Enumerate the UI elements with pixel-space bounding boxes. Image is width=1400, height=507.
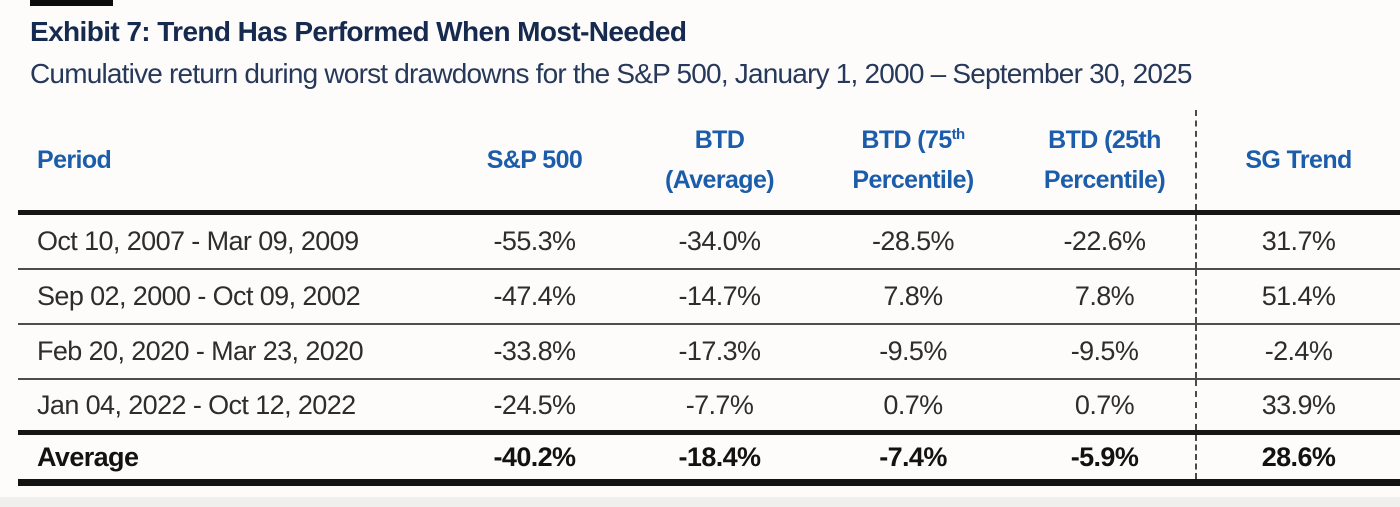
cell-btd-75th: -9.5% <box>879 336 947 366</box>
header-cell-btd-25th: BTD (25th Percentile) <box>1014 110 1195 210</box>
superscript-th: th <box>951 126 966 143</box>
cell-average-sg-trend: 28.6% <box>1195 435 1400 479</box>
cell-btd-25th: 7.8% <box>1074 281 1135 311</box>
header-cell-btd-75th: BTD (75th Percentile) <box>812 110 1014 210</box>
page-edge-mark <box>30 0 113 6</box>
cell-btd-25th: 0.7% <box>1074 389 1135 420</box>
header-btd-25th-line2: Percentile) <box>1043 166 1166 194</box>
cell-btd-25th: -22.6% <box>1063 226 1147 256</box>
table-row: Sep 02, 2000 - Oct 09, 2002 -47.4% -14.7… <box>18 270 1400 325</box>
exhibit-subtitle: Cumulative return during worst drawdowns… <box>30 58 1192 89</box>
table-average-row: Average -40.2% -18.4% -7.4% -5.9% 28.6% <box>18 435 1400 486</box>
cell-period: Jan 04, 2022 - Oct 12, 2022 <box>37 389 356 420</box>
cell-sp500: -33.8% <box>493 336 577 366</box>
header-cell-sg-trend: SG Trend <box>1195 110 1400 210</box>
cell-period: Feb 20, 2020 - Mar 23, 2020 <box>37 336 364 366</box>
cell-btd-75th: 7.8% <box>883 281 943 311</box>
cell-average-sp500: -40.2% <box>493 441 577 472</box>
cell-average-label: Average <box>37 441 139 472</box>
table-row: Jan 04, 2022 - Oct 12, 2022 -24.5% -7.7%… <box>18 380 1400 435</box>
exhibit-title: Exhibit 7: Trend Has Performed When Most… <box>30 16 687 47</box>
header-btd-average-line1: BTD <box>694 126 745 154</box>
cell-btd-25th: -9.5% <box>1070 336 1139 366</box>
cell-sg-trend: 51.4% <box>1195 270 1400 323</box>
cell-sg-trend: 33.9% <box>1195 380 1400 430</box>
table-row: Feb 20, 2020 - Mar 23, 2020 -33.8% -17.3… <box>18 325 1400 380</box>
header-btd-25th-line1: BTD (25th <box>1048 126 1161 154</box>
table-header-row: Period S&P 500 BTD (Average) BTD (75th P… <box>18 110 1400 215</box>
cell-period: Sep 02, 2000 - Oct 09, 2002 <box>37 281 361 311</box>
header-btd-75th-line2: Percentile) <box>852 166 974 194</box>
cell-sg-trend: 31.7% <box>1195 215 1400 268</box>
cell-sp500: -47.4% <box>493 281 577 311</box>
cell-average-btd-average: -18.4% <box>678 441 762 472</box>
cell-btd-average: -7.7% <box>685 389 754 420</box>
drawdown-table: Period S&P 500 BTD (Average) BTD (75th P… <box>18 110 1400 486</box>
cell-btd-average: -14.7% <box>678 281 762 311</box>
table-row: Oct 10, 2007 - Mar 09, 2009 -55.3% -34.0… <box>18 215 1400 270</box>
cell-average-btd-25th: -5.9% <box>1070 441 1139 472</box>
cell-sp500: -24.5% <box>493 389 577 420</box>
cell-sg-trend: -2.4% <box>1195 325 1400 378</box>
header-cell-sp500: S&P 500 <box>486 145 583 174</box>
cell-sp500: -55.3% <box>493 226 577 256</box>
cell-btd-75th: 0.7% <box>883 389 943 420</box>
cell-btd-average: -34.0% <box>678 226 762 256</box>
header-cell-btd-average: BTD (Average) <box>627 110 812 210</box>
cell-period: Oct 10, 2007 - Mar 09, 2009 <box>37 226 359 256</box>
cell-btd-average: -17.3% <box>678 336 762 366</box>
header-btd-75th-line1: BTD (75th <box>861 126 966 154</box>
header-btd-average-line2: (Average) <box>665 166 775 194</box>
header-cell-period: Period <box>37 145 112 174</box>
cell-btd-75th: -28.5% <box>872 226 955 256</box>
cell-average-btd-75th: -7.4% <box>879 441 947 472</box>
